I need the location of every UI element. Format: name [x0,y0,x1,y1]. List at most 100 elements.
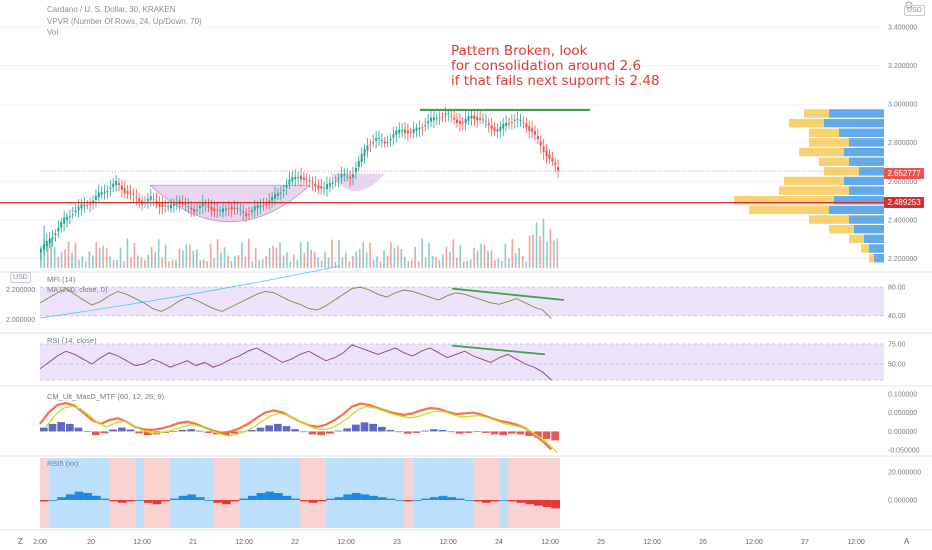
candle-body [545,150,548,157]
regime-background [326,458,335,528]
candle-body [256,205,259,209]
volume-bar [556,238,559,268]
candle-body [227,208,230,210]
regime-background [551,458,560,528]
volume-bar [144,260,146,268]
candle-body [326,184,328,189]
candle-body [496,129,499,132]
volume-bar [81,255,84,268]
volume-bar [521,256,524,268]
volume-bar [532,234,534,268]
volume-bar [230,260,233,268]
volume-bar [251,261,254,268]
volume-bar [508,258,510,268]
volume-bar [300,241,302,268]
volume-profile-down-bar [844,176,884,186]
auto-scale-corner-label[interactable]: A [904,537,910,546]
candle-body [305,179,308,181]
candle-body [106,190,109,192]
zoom-corner-label[interactable]: Z [18,537,23,546]
macd-histogram-bar [542,431,551,439]
volume-bar [504,243,507,268]
candle-body [311,182,314,184]
volume-bar [248,238,250,268]
currency-badge-left[interactable]: USD [10,272,31,283]
volume-bar [393,248,396,268]
candle-body [519,119,522,121]
volume-profile-down-bar [874,253,884,263]
time-axis-tick: 12:00 [439,539,457,546]
macd-histogram-bar [135,431,143,434]
candle-body [279,192,282,194]
volume-profile-up-bar [849,234,864,244]
vpvr-legend[interactable]: VPVR (Number Of Rows, 24, Up/Down, 70) [47,17,202,26]
candle-body [372,142,375,143]
volume-bar [196,249,198,268]
candle-body [45,240,48,247]
rsi-axis-tick: 75.00 [888,342,906,349]
volume-bar [244,256,247,268]
regime-background [447,458,456,528]
candle-body [357,160,360,168]
tpi-bar [464,500,474,501]
tpi-bar [265,491,274,500]
macd-histogram-bar [412,431,421,433]
regime-background [499,458,508,528]
candle-body [152,198,155,200]
tpi-bar [308,500,318,503]
volume-bar [265,256,267,268]
regime-background [135,458,144,528]
volume-bar [189,244,191,268]
volume-bar [331,239,333,268]
volume-bar [546,241,548,268]
volume-profile-down-bar [869,244,884,253]
mfi-legend: MFI (14) [47,275,76,284]
volume-bar [199,259,202,268]
volume-legend[interactable]: Vol [47,28,59,37]
regime-background [100,458,110,528]
regime-background [438,458,448,528]
rsi-axis-tick: 50.00 [888,362,906,369]
macd-histogram-bar [170,431,178,433]
candle-body [210,207,213,211]
volume-bar [473,248,475,268]
volume-profile-down-bar [854,224,884,234]
tpi-bar [534,500,543,506]
regime-background [282,458,292,528]
candle-body [409,131,412,133]
macd-histogram-bar [274,423,282,432]
volume-bar [386,255,389,268]
macd-histogram-bar [421,430,429,432]
candle-body [458,120,461,125]
candle-body [302,177,305,180]
tpi-bar [170,498,179,500]
candle-body [63,217,66,224]
candle-body [444,113,447,116]
volume-bar [78,259,80,268]
candle-body [456,119,458,123]
macd-histogram-bar [118,427,126,432]
macd-histogram-bar [66,423,74,432]
candle-body [536,136,539,140]
mfi-divergence-line [451,287,565,301]
candle-body [54,233,57,236]
signal-line [45,405,558,454]
regime-background [170,458,179,528]
macd-histogram-bar [326,431,334,434]
candle-body [461,122,464,124]
candle-body [40,249,42,253]
volume-bar [483,244,486,268]
candle-body [482,119,484,121]
handle-pattern-shape [330,173,385,191]
candle-body [502,123,505,129]
candle-body [352,174,354,178]
volume-bar [150,246,153,268]
volume-bar [549,228,552,268]
volume-bar [476,250,479,268]
pattern-annotation[interactable]: Pattern Broken, look for consolidation a… [451,44,660,89]
currency-badge-top[interactable]: USD [904,5,925,16]
volume-bar [501,260,503,268]
tpi-bar [213,500,222,503]
candle-body [554,162,557,165]
